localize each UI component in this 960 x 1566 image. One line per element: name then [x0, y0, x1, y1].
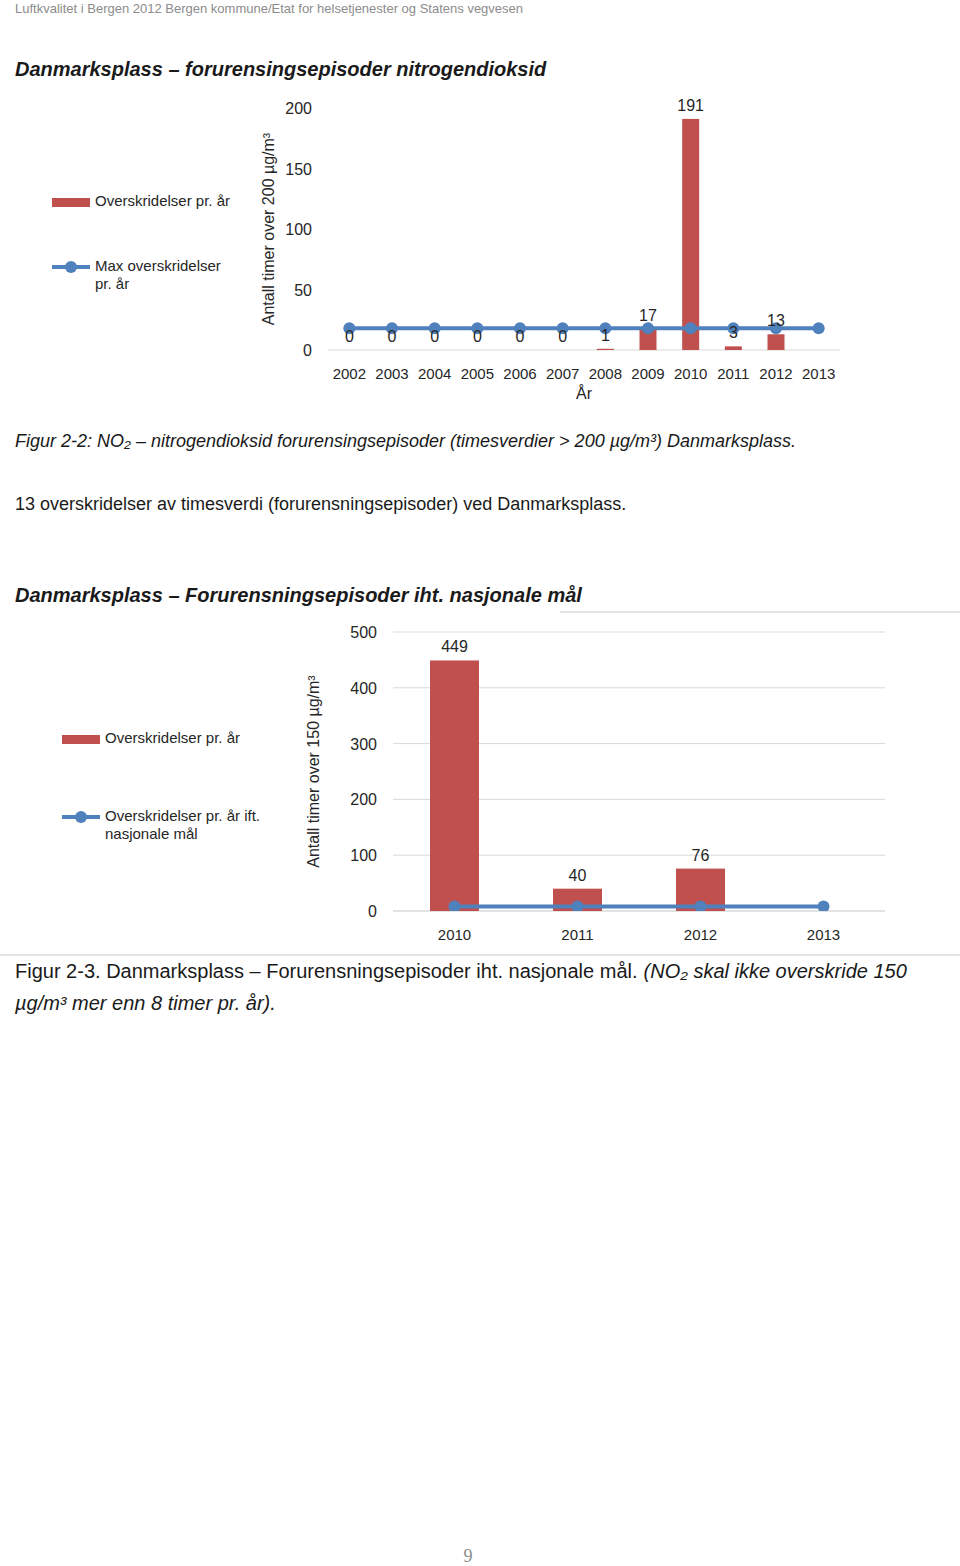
- x-tick-label: 2010: [438, 926, 471, 943]
- y-tick-label: 100: [285, 221, 312, 238]
- data-label: 17: [639, 307, 657, 324]
- x-axis-line: [328, 350, 840, 351]
- bar: [384, 350, 401, 351]
- x-tick-label: 2006: [503, 365, 536, 382]
- legend-swatch: [52, 198, 90, 207]
- legend-entry: Overskridelser pr. år: [105, 729, 270, 747]
- x-tick-label: 2004: [418, 365, 451, 382]
- plot-marks: [430, 660, 830, 911]
- marker: [695, 901, 707, 911]
- y-tick-label: 500: [350, 624, 377, 641]
- caption-text: Figur 2-3. Danmarksplass – Forurensnings…: [15, 960, 638, 982]
- paragraph: 13 overskridelser av timesverdi (foruren…: [15, 494, 626, 514]
- bar: [554, 350, 571, 351]
- x-tick-label: 2010: [674, 365, 707, 382]
- y-tick-label: 150: [285, 161, 312, 178]
- data-label: 0: [516, 328, 525, 345]
- bar: [426, 350, 443, 351]
- bar: [512, 350, 529, 351]
- chart: Danmarksplass – Forurensningsepisoder ih…: [15, 584, 960, 943]
- x-tick-label: 2007: [546, 365, 579, 382]
- data-label: 13: [767, 312, 785, 329]
- data-labels: 449 40 76: [441, 638, 709, 883]
- page-number: 9: [464, 1546, 473, 1566]
- marker: [813, 322, 825, 334]
- y-axis-label: Antall timer over 150 µg/m³: [305, 675, 322, 868]
- legend-swatch: [62, 735, 100, 744]
- x-axis-label: År: [576, 384, 593, 402]
- bar: [341, 350, 358, 351]
- legend-entry: Overskridelser pr. år: [95, 192, 233, 210]
- marker: [449, 901, 461, 911]
- chart: Danmarksplass – forurensingsepisoder nit…: [15, 58, 840, 402]
- y-tick-label: 200: [285, 100, 312, 117]
- x-tick-label: 2009: [631, 365, 664, 382]
- x-tick-label: 2012: [684, 926, 717, 943]
- chart-title: Danmarksplass – forurensingsepisoder nit…: [15, 58, 547, 80]
- x-tick-label: 2011: [717, 365, 749, 382]
- legend-entry: Max overskridelser pr. år: [95, 257, 233, 293]
- y-tick-label: 200: [350, 791, 377, 808]
- line: [455, 905, 824, 909]
- data-label: 0: [558, 328, 567, 345]
- page-header: Luftkvalitet i Bergen 2012 Bergen kommun…: [15, 1, 523, 16]
- data-label: 1: [601, 327, 610, 344]
- y-axis-label: Antall timer over 200 µg/m³: [260, 132, 277, 325]
- y-tick-label: 0: [368, 903, 377, 920]
- marker: [685, 322, 697, 334]
- x-tick-label: 2005: [461, 365, 494, 382]
- rule: [560, 612, 960, 613]
- bar: [682, 119, 699, 350]
- figure-caption: Figur 2-3. Danmarksplass – Forurensnings…: [15, 955, 930, 1019]
- data-label: 191: [677, 97, 704, 114]
- chart-title: Danmarksplass – Forurensningsepisoder ih…: [15, 584, 582, 606]
- y-tick-label: 300: [350, 736, 377, 753]
- x-tick-label: 2013: [802, 365, 835, 382]
- y-tick-label: 400: [350, 680, 377, 697]
- data-label: 0: [388, 328, 397, 345]
- data-label: 0: [473, 328, 482, 345]
- x-tick-label: 2013: [807, 926, 840, 943]
- plot-marks: [341, 119, 825, 350]
- x-tick-label: 2008: [589, 365, 622, 382]
- data-label: 0: [430, 328, 439, 345]
- figure-caption: Figur 2-2: NO₂ – nitrogendioksid foruren…: [15, 431, 796, 451]
- page-canvas: Luftkvalitet i Bergen 2012 Bergen kommun…: [0, 0, 960, 1566]
- x-tick-label: 2003: [375, 365, 408, 382]
- y-tick-label: 0: [303, 342, 312, 359]
- data-labels: 0 0 0 0 0 0 1 17 191 3 13: [345, 97, 785, 345]
- data-label: 3: [729, 324, 738, 341]
- x-tick-label: 2011: [561, 926, 593, 943]
- data-label: 40: [569, 867, 587, 884]
- data-label: 76: [692, 847, 710, 864]
- bar: [768, 334, 785, 350]
- legend-swatch: [75, 811, 87, 823]
- line: [349, 326, 818, 330]
- y-tick-label: 100: [350, 847, 377, 864]
- data-label: 449: [441, 638, 468, 655]
- legend-entry: Overskridelser pr. år ift. nasjonale mål: [105, 807, 270, 843]
- grid-line: [393, 632, 885, 633]
- y-tick-label: 50: [294, 282, 312, 299]
- bar: [430, 660, 479, 911]
- legend-swatch: [65, 261, 77, 273]
- bar: [469, 350, 486, 351]
- bar: [597, 349, 614, 350]
- rule: [0, 955, 960, 956]
- marker: [572, 901, 584, 911]
- marker: [818, 901, 830, 911]
- x-tick-label: 2002: [333, 365, 366, 382]
- data-label: 0: [345, 328, 354, 345]
- x-tick-label: 2012: [759, 365, 792, 382]
- bar: [725, 346, 742, 350]
